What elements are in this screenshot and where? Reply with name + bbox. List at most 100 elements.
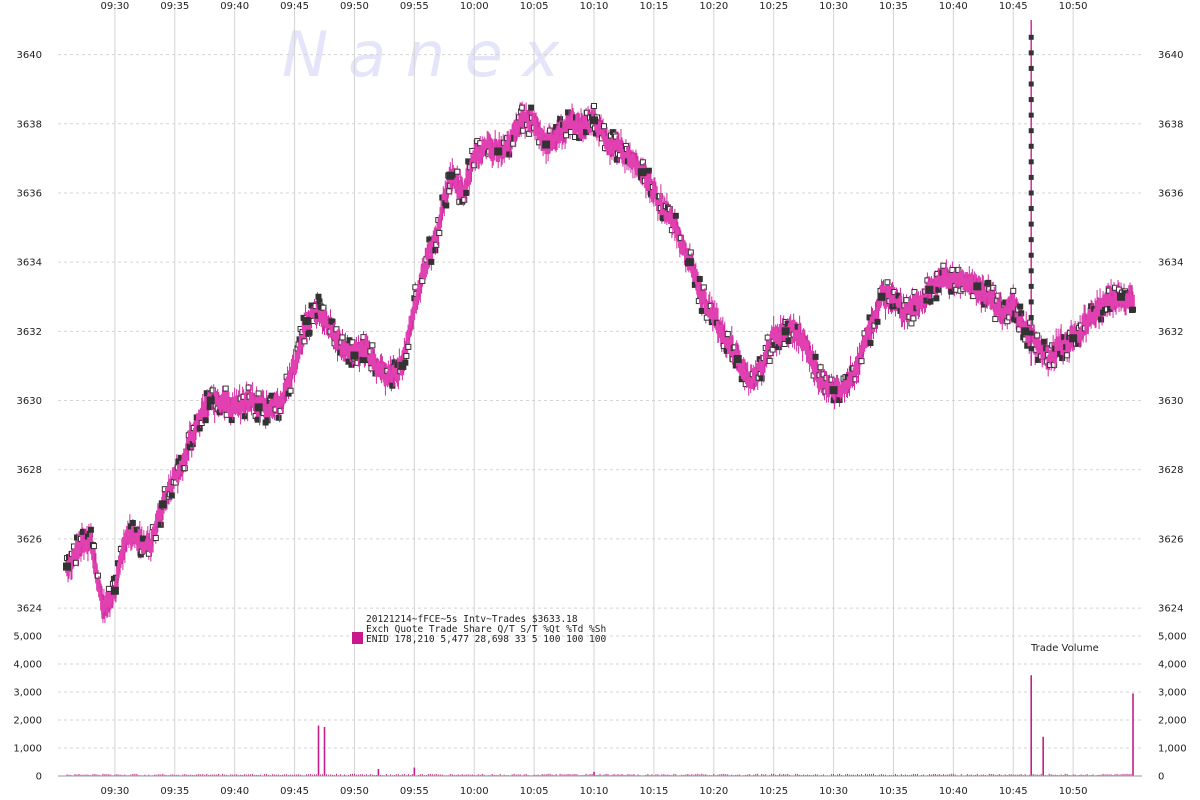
trade-bar [781,320,786,334]
block-marker [829,386,838,395]
trade-marker [72,559,79,566]
trade-marker [277,407,284,414]
trade-bar [750,376,755,390]
time-tick-label-top: 10:30 [819,1,848,12]
spike-marker [1028,299,1034,305]
trade-marker [785,338,792,345]
trade-bar [981,283,986,296]
time-tick-label-top: 10:15 [639,1,668,12]
trade-bar [86,538,90,552]
trade-marker [812,353,819,360]
trade-bar [789,323,794,336]
trade-marker [696,276,703,283]
trade-marker [874,318,881,325]
trade-bar [361,339,366,353]
trade-bar [696,278,700,292]
trade-marker [461,196,468,203]
trade-bar [826,384,831,398]
trade-bar [444,190,449,204]
time-tick-label-bottom: 10:15 [639,786,668,797]
trade-bar [145,539,149,553]
block-marker [1021,327,1030,336]
trade-bar [847,375,852,389]
trade-bar [223,390,228,404]
trade-bar [275,396,280,409]
trade-bar [882,285,887,299]
time-tick-label-bottom: 10:35 [879,786,908,797]
trade-bar [999,304,1004,317]
block-marker [62,562,71,571]
trade-bar [576,113,580,126]
trade-bar [1013,298,1018,312]
trade-marker [471,162,478,169]
spike-marker [1028,97,1034,103]
time-tick-label-top: 09:35 [160,1,189,12]
volume-tick-label-right: 2,000 [1158,716,1187,727]
trade-bar [578,125,582,139]
trade-bar [973,274,978,287]
spike-marker [1028,252,1034,258]
time-tick-label-top: 09:50 [340,1,369,12]
trade-bar [1098,297,1102,311]
price-tick-label-left: 3628 [17,465,42,476]
trade-bar [1035,337,1039,351]
volume-tick-label-left: 4,000 [13,660,42,671]
trade-bar [512,123,516,136]
time-tick-label-bottom: 09:55 [400,786,429,797]
trade-bar [225,391,230,404]
trade-marker [1027,319,1034,326]
trade-marker [436,229,443,236]
trade-bar [281,391,286,405]
trade-bar [1083,313,1087,326]
info-row: ENID 178,210 5,477 28,698 33 5 100 100 1… [366,634,606,645]
trade-marker [698,307,705,314]
trade-marker [940,262,947,269]
trade-bar [909,308,914,321]
trade-bar [993,304,998,317]
spike-marker [1028,65,1034,71]
grid-lines [58,8,1142,777]
spike-marker [1028,206,1034,212]
volume-label: Trade Volume [1030,643,1099,654]
trade-marker [403,352,410,359]
trade-bar [363,345,368,358]
time-tick-label-bottom: 10:25 [759,786,788,797]
trade-bar [932,281,937,294]
trade-marker [687,249,694,256]
trade-marker [181,465,188,472]
trade-bar [856,362,861,375]
trade-marker [172,479,179,486]
block-marker [925,285,934,294]
trade-bar [669,208,673,221]
price-tick-label-left: 3624 [17,604,42,615]
trade-bar [1127,296,1131,309]
trade-marker [222,385,229,392]
trade-marker [129,519,136,526]
trade-marker [152,535,159,542]
spike-marker [1028,283,1034,289]
trade-marker [339,334,346,341]
trade-bar [289,366,294,380]
block-marker [877,292,886,301]
trade-bar [424,261,429,275]
trade-marker [639,159,646,166]
trade-bar [513,129,517,142]
trade-bar [944,268,949,281]
spike-marker [1028,174,1034,180]
trade-marker [463,189,470,196]
trade-bar [1097,307,1101,321]
trade-bar [137,536,141,550]
trade-bar [712,308,717,321]
trade-bar [130,534,134,547]
trade-bar [293,360,298,374]
trade-bar [388,366,393,380]
trade-bar [765,339,770,353]
trade-bar [800,337,805,351]
trade-bar [791,319,796,333]
trade-bar [976,285,981,298]
block-marker [446,171,455,180]
trade-marker [677,234,684,241]
trade-bar [418,281,423,294]
trade-bar [825,375,830,388]
trade-bar [528,117,532,130]
